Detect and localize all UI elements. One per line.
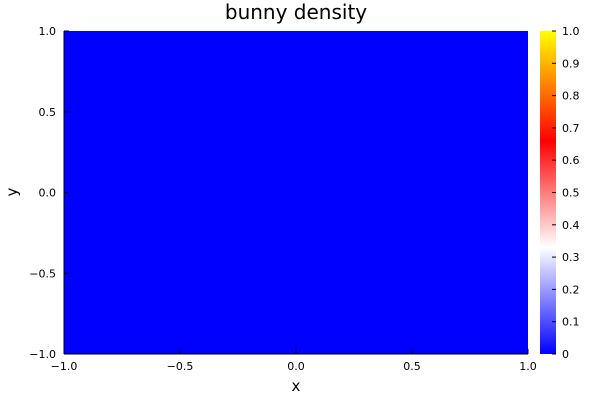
colorbar-tick-label: 0.2 (562, 283, 580, 296)
x-tick-label: 1.0 (519, 360, 537, 373)
y-tick-label: −1.0 (29, 348, 56, 361)
x-tick-label: 0.0 (287, 360, 305, 373)
colorbar-tick-label: 0.9 (562, 57, 580, 70)
y-ticks: −1.0 −0.5 0.0 0.5 1.0 (29, 25, 69, 361)
colorbar-ticks: 0 0.1 0.2 0.3 0.4 0.5 0.6 0.7 0.8 0.9 1.0 (552, 25, 580, 361)
x-tick-label: 0.5 (403, 360, 421, 373)
colorbar (540, 31, 556, 354)
chart-title: bunny density (225, 0, 367, 24)
y-tick-label: 0.5 (39, 106, 57, 119)
x-axis-label: x (292, 377, 301, 395)
colorbar-tick-label: 0.7 (562, 122, 580, 135)
colorbar-tick-label: 1.0 (562, 25, 580, 38)
colorbar-tick-label: 0 (562, 348, 569, 361)
colorbar-tick-label: 0.1 (562, 316, 580, 329)
x-ticks: −1.0 −0.5 0.0 0.5 1.0 (51, 349, 537, 373)
colorbar-tick-label: 0.8 (562, 90, 580, 103)
y-tick-label: −0.5 (29, 267, 56, 280)
y-tick-label: 1.0 (39, 25, 57, 38)
heatmap-field (64, 31, 528, 354)
x-tick-label: −0.5 (167, 360, 194, 373)
x-tick-label: −1.0 (51, 360, 78, 373)
colorbar-tick-label: 0.6 (562, 154, 580, 167)
colorbar-tick-label: 0.3 (562, 251, 580, 264)
y-tick-label: 0.0 (39, 187, 57, 200)
colorbar-tick-label: 0.4 (562, 219, 580, 232)
y-axis-label: y (3, 187, 21, 196)
colorbar-tick-label: 0.5 (562, 187, 580, 200)
